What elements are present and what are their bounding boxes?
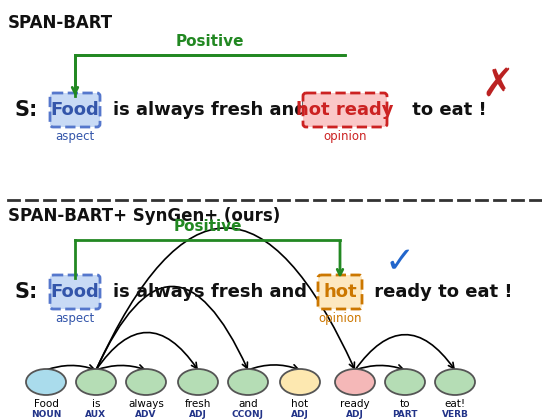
Ellipse shape xyxy=(385,369,425,395)
Text: always: always xyxy=(128,399,164,409)
FancyBboxPatch shape xyxy=(303,93,387,127)
Text: aspect: aspect xyxy=(55,312,95,325)
Text: ✓: ✓ xyxy=(385,245,415,279)
FancyBboxPatch shape xyxy=(318,275,362,309)
Text: SPAN-BART+ SynGen+ (ours): SPAN-BART+ SynGen+ (ours) xyxy=(8,207,280,225)
Text: Food: Food xyxy=(50,101,99,119)
Text: ADJ: ADJ xyxy=(346,410,364,419)
Text: Positive: Positive xyxy=(173,219,242,234)
Text: hot ready: hot ready xyxy=(296,101,393,119)
Text: to: to xyxy=(400,399,410,409)
Text: and: and xyxy=(238,399,258,409)
Text: ADV: ADV xyxy=(136,410,157,419)
Text: AUX: AUX xyxy=(86,410,107,419)
Text: to eat !: to eat ! xyxy=(406,101,487,119)
FancyBboxPatch shape xyxy=(50,275,100,309)
Text: is always fresh and: is always fresh and xyxy=(113,101,307,119)
Text: ✗: ✗ xyxy=(482,66,514,104)
FancyBboxPatch shape xyxy=(50,93,100,127)
Text: hot: hot xyxy=(292,399,308,409)
Text: NOUN: NOUN xyxy=(31,410,61,419)
Text: ADJ: ADJ xyxy=(189,410,207,419)
Text: SPAN-BART: SPAN-BART xyxy=(8,14,113,32)
Ellipse shape xyxy=(126,369,166,395)
Ellipse shape xyxy=(178,369,218,395)
Ellipse shape xyxy=(26,369,66,395)
Text: Food: Food xyxy=(50,283,99,301)
Text: opinion: opinion xyxy=(318,312,362,325)
Text: Food: Food xyxy=(34,399,59,409)
Ellipse shape xyxy=(228,369,268,395)
Text: is: is xyxy=(92,399,100,409)
Text: S:: S: xyxy=(14,100,37,120)
Text: hot: hot xyxy=(323,283,357,301)
Text: VERB: VERB xyxy=(442,410,468,419)
Text: PART: PART xyxy=(392,410,418,419)
Text: opinion: opinion xyxy=(323,130,367,143)
Ellipse shape xyxy=(435,369,475,395)
Text: fresh: fresh xyxy=(185,399,211,409)
Text: aspect: aspect xyxy=(55,130,95,143)
Text: S:: S: xyxy=(14,282,37,302)
Ellipse shape xyxy=(280,369,320,395)
Text: is always fresh and: is always fresh and xyxy=(113,283,307,301)
Text: ready: ready xyxy=(340,399,370,409)
Text: ready to eat !: ready to eat ! xyxy=(368,283,513,301)
Text: CCONJ: CCONJ xyxy=(232,410,264,419)
Ellipse shape xyxy=(335,369,375,395)
Ellipse shape xyxy=(76,369,116,395)
Text: Positive: Positive xyxy=(176,34,244,49)
Text: eat!: eat! xyxy=(444,399,466,409)
Text: ADJ: ADJ xyxy=(291,410,309,419)
